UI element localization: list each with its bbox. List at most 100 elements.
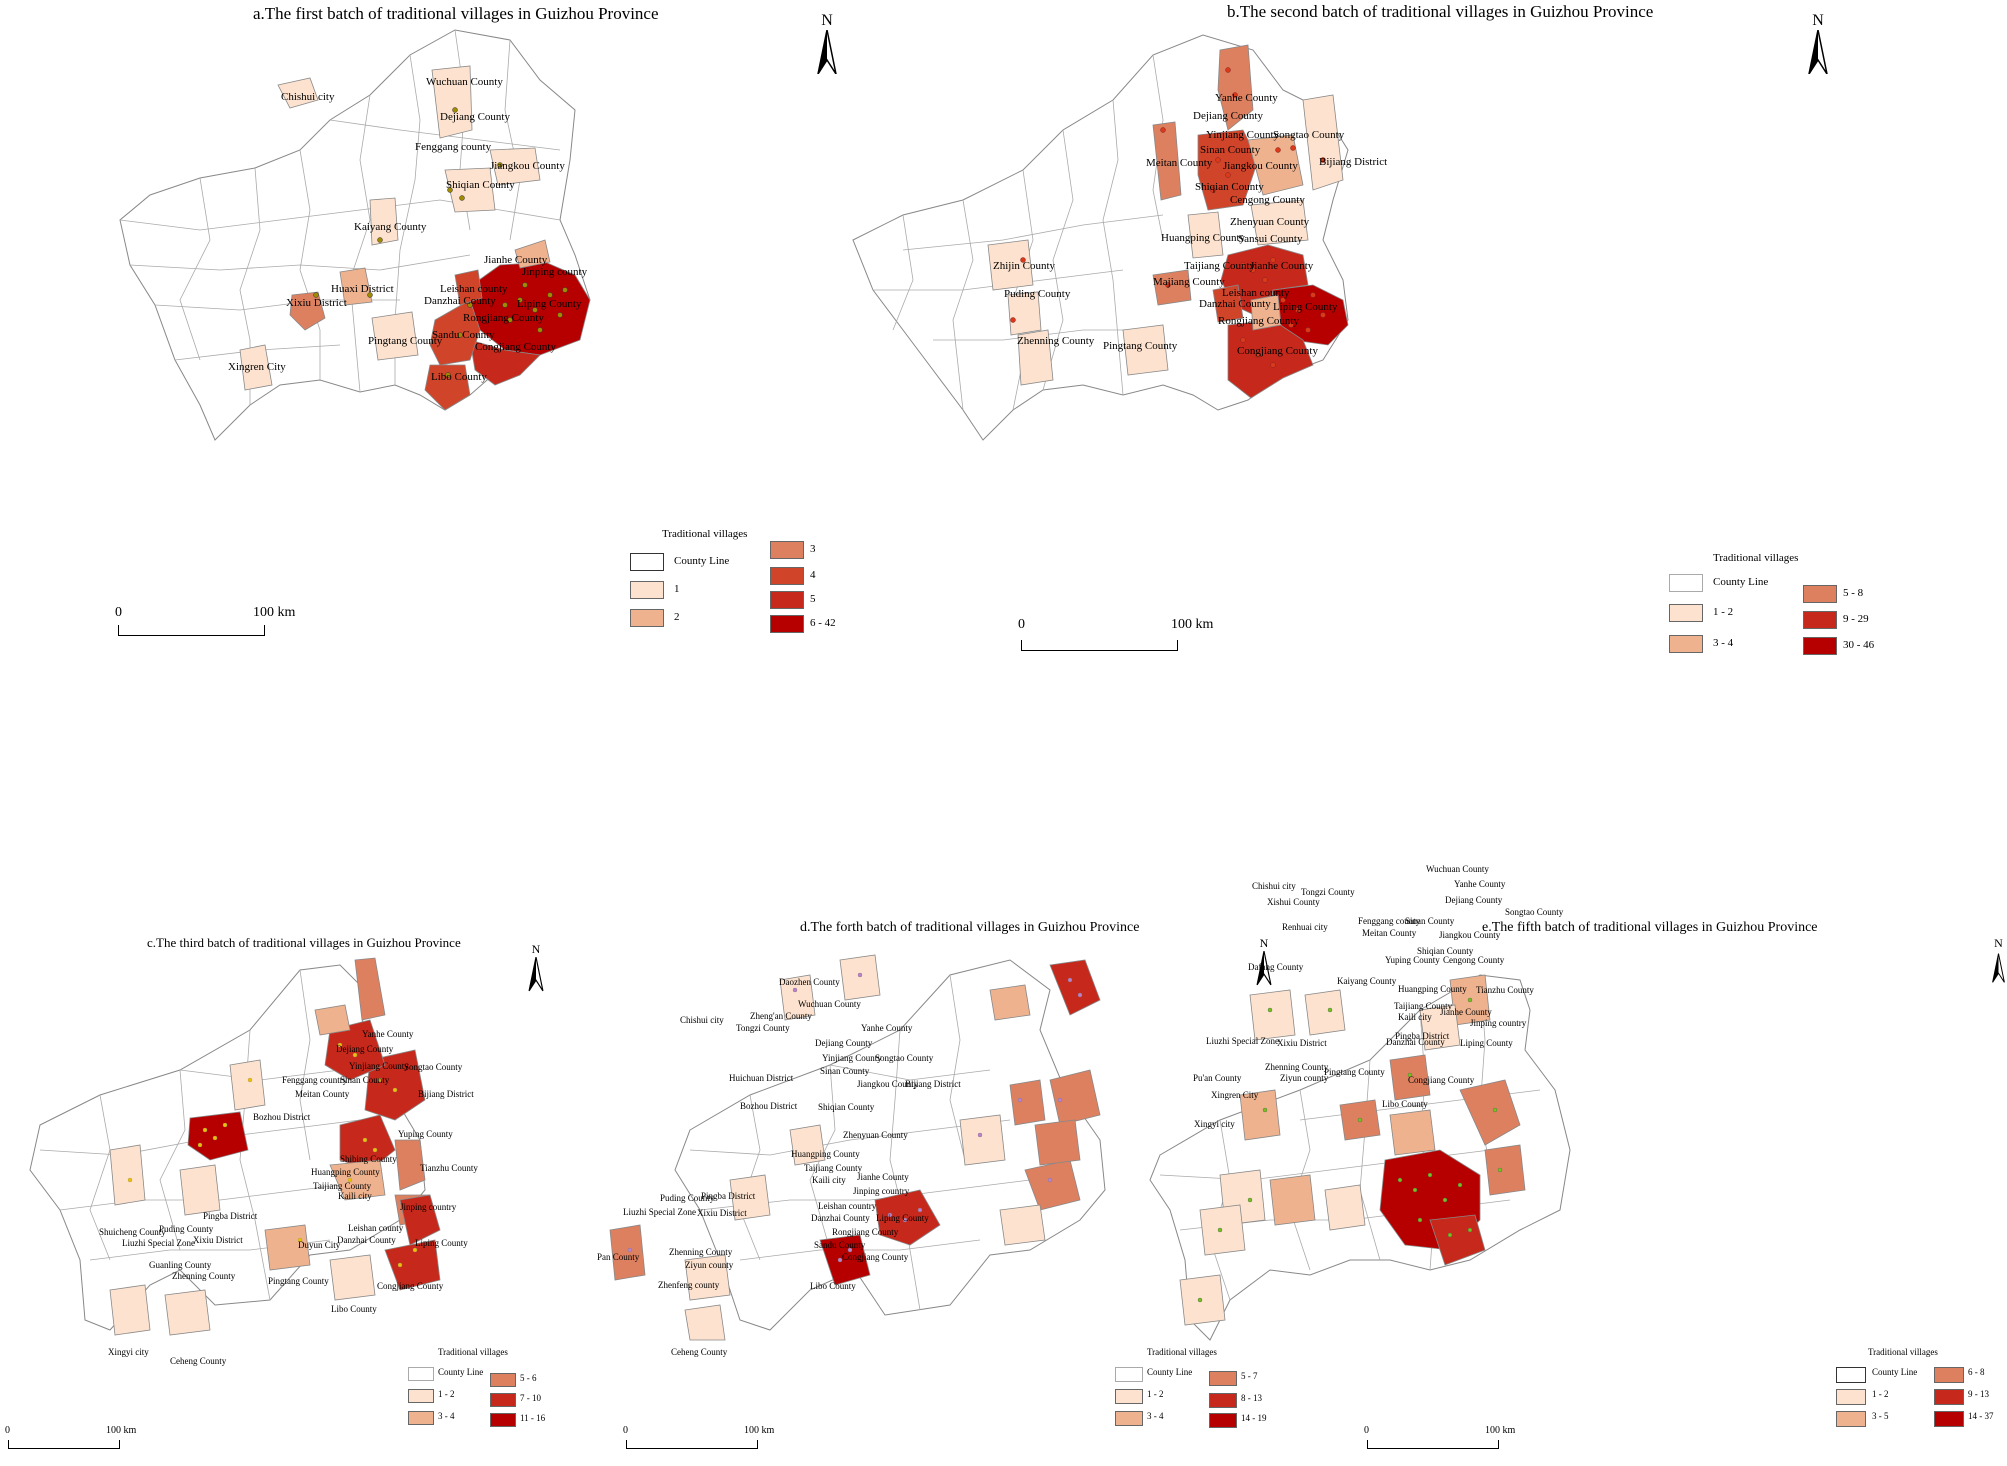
region-mid xyxy=(1217,44,1254,131)
county-label: Kaili city xyxy=(812,1175,846,1185)
legend-swatch-4 xyxy=(1934,1389,1964,1405)
north-arrow-icon xyxy=(1808,29,1828,75)
county-label: Yanhe County xyxy=(861,1023,913,1033)
county-label: Bozhou District xyxy=(740,1101,798,1111)
county-label: Liping County xyxy=(415,1238,468,1248)
panel-c: c.The third batch of traditional village… xyxy=(0,920,620,1466)
county-label: Pan County xyxy=(597,1252,640,1262)
legend-label-0: County Line xyxy=(1872,1367,1918,1377)
county-label: Taijiang County xyxy=(1184,260,1256,272)
region-pale-7 xyxy=(684,1254,731,1301)
legend-swatch-3 xyxy=(1934,1367,1964,1383)
legend-swatch-4 xyxy=(770,567,804,585)
legend-swatch-0 xyxy=(1115,1367,1143,1382)
scale-line xyxy=(118,625,265,636)
legend-swatch-3 xyxy=(770,541,804,559)
north-arrow: N xyxy=(1254,936,1274,991)
legend-swatch-5 xyxy=(1934,1411,1964,1427)
county-label: Danzhai County xyxy=(811,1213,870,1223)
region-pale-4 xyxy=(489,147,541,186)
county-label: Huangping County xyxy=(1161,232,1246,244)
legend-label-5: 14 - 19 xyxy=(1241,1413,1267,1423)
region-mid-2 xyxy=(1152,121,1182,201)
county-label: Sinan County xyxy=(820,1066,870,1076)
county-label: Wuchuan County xyxy=(426,76,503,88)
region-pale-8 xyxy=(684,1304,726,1341)
county-label: Shiqian County xyxy=(818,1102,875,1112)
panel-title: b.The second batch of traditional villag… xyxy=(1227,2,1654,21)
region-light xyxy=(1247,134,1304,196)
legend-swatch-2 xyxy=(1115,1411,1143,1426)
county-label: Congjiang County xyxy=(1237,345,1318,357)
legend-label-4: 8 - 13 xyxy=(1241,1393,1262,1403)
county-label: Huangping County xyxy=(791,1149,860,1159)
region-pale xyxy=(229,1059,266,1111)
county-label: Liuzhi Special Zone xyxy=(623,1207,696,1217)
county-label: Wuchuan County xyxy=(798,999,861,1009)
legend-swatch-4 xyxy=(1209,1393,1237,1408)
region-pale-4 xyxy=(329,1254,376,1301)
county-label: Shibing County xyxy=(340,1154,397,1164)
county-label: Tongzi County xyxy=(1301,887,1355,897)
legend-swatch-1 xyxy=(1836,1389,1866,1405)
county-label: Yinjiang County xyxy=(822,1053,882,1063)
county-label: Duyun City xyxy=(298,1240,341,1250)
county-label: Meitan County xyxy=(295,1089,350,1099)
panel-b: b.The second batch of traditional villag… xyxy=(852,0,2007,700)
panel-title: d.The forth batch of traditional village… xyxy=(800,920,1140,935)
county-label: Dejiang County xyxy=(1193,110,1263,122)
region-light xyxy=(314,1004,351,1036)
scale-line xyxy=(8,1440,120,1449)
county-label: Taijiang County xyxy=(313,1181,372,1191)
scale-end: 100 km xyxy=(106,1425,137,1436)
region-pale-6 xyxy=(371,311,419,361)
county-label: Danzhai County xyxy=(424,295,496,307)
region-pale xyxy=(779,974,816,1021)
legend-label-5: 5 xyxy=(810,593,816,605)
county-label: Libo County xyxy=(1382,1099,1428,1109)
panel-d: d.The forth batch of traditional village… xyxy=(597,920,1290,1466)
county-label: Sandu County xyxy=(432,329,495,341)
region-pale-2 xyxy=(1250,199,1309,246)
county-label: Kaiyang County xyxy=(1337,976,1397,986)
county-label: Xishui County xyxy=(1267,897,1320,907)
county-label: Leishan county xyxy=(440,283,508,295)
legend-swatch-4 xyxy=(490,1393,516,1407)
region-dark-3 xyxy=(187,1111,249,1161)
legend-label-2: 3 - 5 xyxy=(1872,1411,1889,1421)
region-light xyxy=(1239,1089,1281,1141)
county-label: Congjiang County xyxy=(475,341,556,353)
legend-swatch-5 xyxy=(490,1413,516,1427)
legend-swatch-6 xyxy=(770,615,804,633)
panel-title: e.The fifth batch of traditional village… xyxy=(1482,920,1818,935)
legend-swatch-1 xyxy=(408,1389,434,1403)
region-pale-7 xyxy=(1122,324,1169,376)
county-label: Congjiang County xyxy=(1408,1075,1475,1085)
legend-title: Traditional villages xyxy=(1713,552,1799,564)
county-label: Rongjiang County xyxy=(832,1227,899,1237)
county-label: Liping County xyxy=(876,1213,929,1223)
county-label: Yanhe County xyxy=(362,1029,414,1039)
region-light-2 xyxy=(329,1159,386,1201)
county-label: Fenggang county xyxy=(1358,916,1421,926)
scale-bar: 0 100 km xyxy=(5,1425,138,1455)
county-label: Jiangkou County xyxy=(1439,930,1501,940)
county-label: Tianzhu County xyxy=(1476,985,1534,995)
region-mid-2 xyxy=(1484,1144,1526,1196)
county-label: Libo County xyxy=(431,371,487,383)
region-mid xyxy=(1459,1079,1521,1146)
legend-title: Traditional villages xyxy=(438,1347,508,1357)
legend-swatch-5 xyxy=(770,591,804,609)
province-outline xyxy=(119,29,591,441)
scale-start: 0 xyxy=(1018,617,1025,632)
county-label: Jianhe County xyxy=(484,254,548,266)
county-label: Pingtang County xyxy=(368,335,443,347)
county-label: Xingren City xyxy=(228,361,286,373)
scale-line xyxy=(1367,1440,1499,1449)
county-label: Congjiang County xyxy=(377,1281,444,1291)
county-label: Liping County xyxy=(517,298,582,310)
county-label: Sandu County xyxy=(814,1240,866,1250)
county-label: Tianzhu County xyxy=(420,1163,478,1173)
county-label: Shiqian County xyxy=(1417,946,1474,956)
county-label: Dejiang County xyxy=(336,1044,394,1054)
